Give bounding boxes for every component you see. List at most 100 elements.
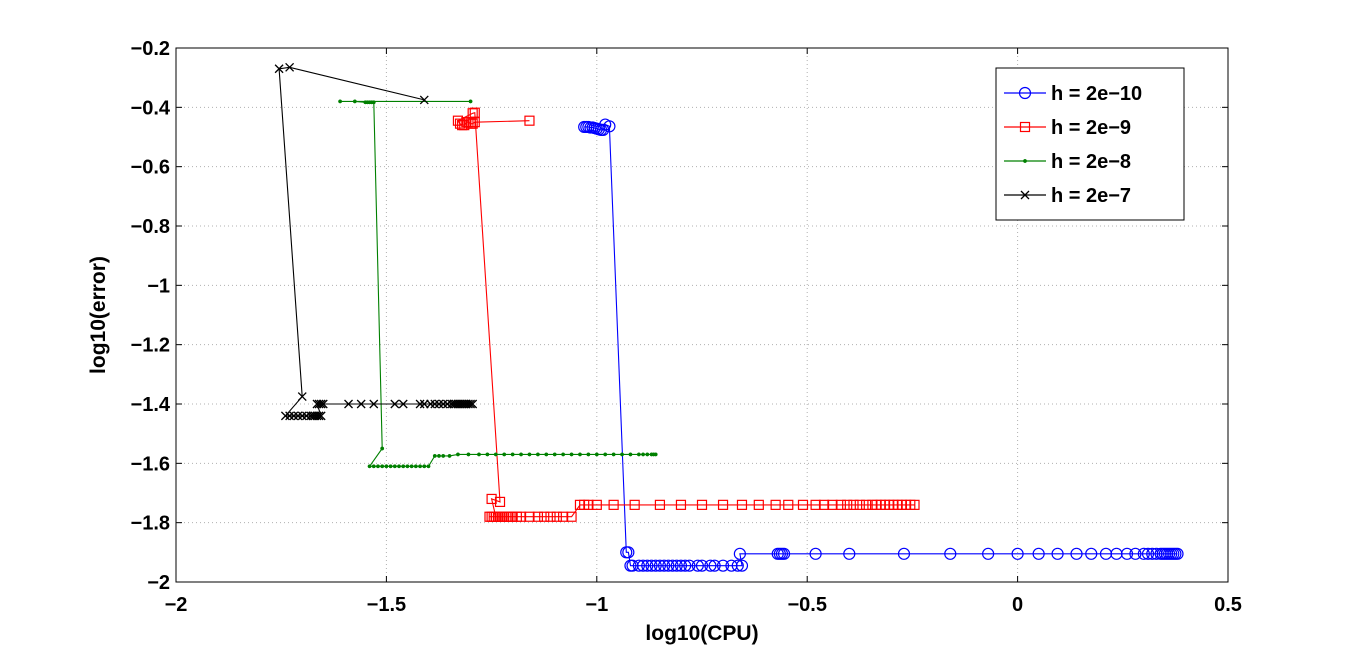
- data-point: [1085, 547, 1098, 560]
- data-point: [392, 464, 397, 469]
- data-point: [603, 452, 608, 457]
- data-point: [415, 399, 425, 409]
- y-tick-label: −0.8: [131, 216, 170, 238]
- data-point: [674, 559, 688, 572]
- data-point: [843, 547, 856, 560]
- data-point: [469, 107, 480, 118]
- data-point: [654, 499, 666, 510]
- data-point: [1023, 159, 1027, 163]
- data-point: [733, 547, 746, 560]
- data-point: [285, 62, 295, 72]
- y-tick-label: −0.6: [131, 157, 170, 179]
- data-point: [544, 452, 549, 457]
- data-point: [645, 559, 658, 572]
- data-point: [695, 559, 709, 572]
- data-point: [1011, 547, 1024, 560]
- data-point: [418, 464, 423, 469]
- data-point: [477, 452, 481, 457]
- data-point: [318, 399, 328, 409]
- data-point: [628, 452, 633, 457]
- data-point: [708, 559, 721, 572]
- data-point: [1120, 547, 1134, 560]
- data-point: [453, 399, 463, 409]
- data-point: [603, 120, 616, 133]
- data-point: [658, 559, 671, 572]
- data-point: [653, 452, 658, 457]
- data-point: [457, 399, 467, 409]
- data-point: [736, 499, 748, 510]
- data-point: [653, 559, 667, 572]
- data-point: [691, 559, 704, 572]
- data-point: [441, 453, 446, 458]
- data-point: [1171, 547, 1184, 560]
- data-point: [717, 499, 729, 510]
- data-point: [545, 511, 556, 522]
- data-point: [586, 452, 591, 457]
- data-point: [662, 559, 675, 572]
- data-point: [1141, 547, 1155, 560]
- data-point: [1051, 547, 1064, 560]
- data-point: [449, 399, 459, 409]
- data-point: [301, 411, 311, 421]
- legend-label: h = 2e−9: [1051, 117, 1131, 139]
- data-point: [316, 399, 326, 409]
- data-point: [1129, 547, 1142, 560]
- data-point: [454, 118, 466, 129]
- x-tick-label: −2: [165, 594, 188, 616]
- x-tick-label: −0.5: [787, 594, 826, 616]
- data-point: [629, 499, 640, 510]
- data-point: [466, 399, 476, 409]
- data-point: [430, 399, 440, 409]
- data-point: [398, 399, 408, 409]
- data-point: [419, 95, 429, 105]
- data-point: [312, 399, 322, 409]
- data-point: [419, 399, 429, 409]
- y-tick-label: −0.2: [131, 38, 170, 60]
- series-2: [338, 99, 658, 469]
- data-point: [770, 499, 781, 510]
- y-tick-label: −1.8: [131, 513, 170, 535]
- data-point: [463, 399, 473, 409]
- data-point: [390, 399, 400, 409]
- data-point: [314, 411, 324, 421]
- data-point: [854, 499, 865, 510]
- data-point: [535, 452, 540, 457]
- x-tick-label: 0.5: [1214, 594, 1242, 616]
- data-point: [388, 464, 393, 469]
- data-point: [306, 411, 316, 421]
- data-point: [367, 464, 372, 469]
- data-point: [293, 411, 303, 421]
- data-point: [397, 464, 401, 469]
- data-point: [1137, 547, 1150, 560]
- x-axis-label: log10(CPU): [645, 622, 758, 645]
- data-point: [316, 411, 326, 421]
- data-point: [461, 399, 471, 409]
- data-point: [539, 511, 550, 522]
- data-point: [735, 559, 749, 572]
- data-point: [641, 559, 654, 572]
- data-point: [344, 399, 353, 409]
- y-tick-label: −2: [147, 572, 170, 594]
- data-point: [409, 464, 414, 469]
- data-point: [486, 493, 497, 505]
- data-point: [569, 452, 574, 457]
- legend-item: h = 2e−8: [1004, 151, 1131, 173]
- data-point: [909, 499, 920, 510]
- data-point: [280, 411, 290, 421]
- data-point: [944, 547, 957, 560]
- data-point: [369, 399, 379, 409]
- data-point: [468, 399, 478, 409]
- legend-label: h = 2e−8: [1051, 151, 1131, 173]
- data-point: [594, 452, 599, 457]
- data-point: [1020, 190, 1030, 200]
- y-tick-label: −1.6: [131, 453, 170, 475]
- data-point: [704, 559, 717, 572]
- data-point: [848, 499, 859, 510]
- data-point: [356, 399, 366, 409]
- data-point: [455, 399, 465, 409]
- data-point: [696, 499, 708, 510]
- data-point: [645, 452, 650, 457]
- data-point: [683, 559, 696, 572]
- data-point: [297, 411, 307, 421]
